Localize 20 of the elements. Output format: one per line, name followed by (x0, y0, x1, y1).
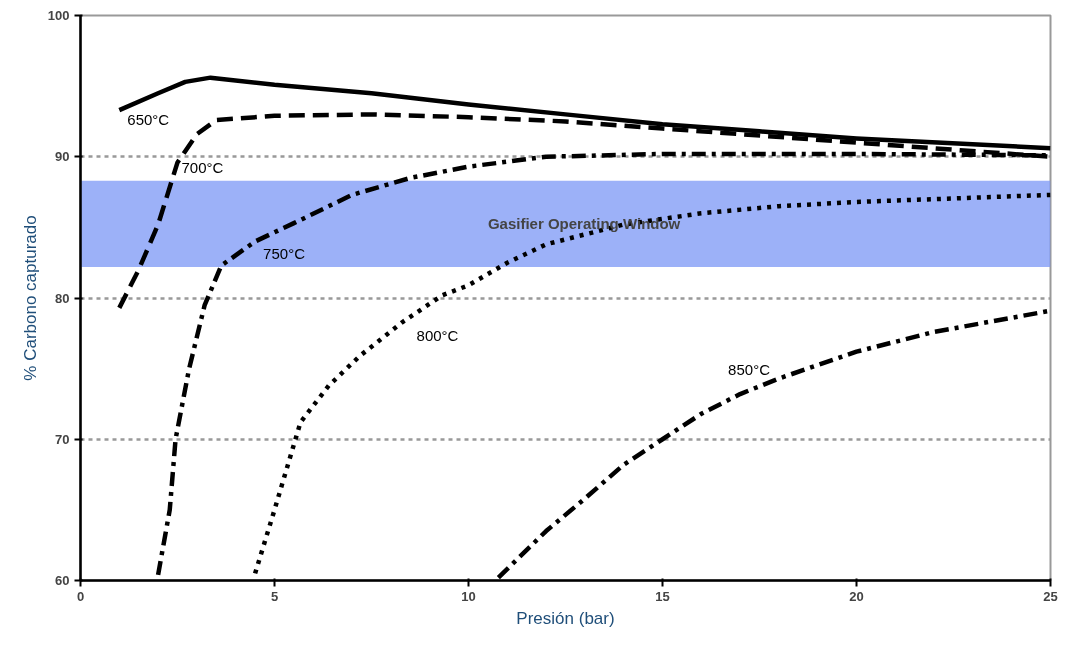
series-label: 850°C (728, 361, 771, 379)
line-series (252, 192, 1051, 576)
band-label: Gasifier Operating Window (487, 215, 681, 233)
x-tick-label: 10 (461, 588, 476, 604)
x-tick-label: 0 (76, 588, 85, 604)
series-label: 700°C (181, 159, 224, 177)
x-tick-label: 25 (1043, 588, 1058, 604)
y-tick-label: 100 (47, 8, 70, 23)
y-tick-label: 90 (55, 149, 70, 165)
series-label: 750°C (263, 244, 306, 262)
y-tick-label: 60 (55, 573, 70, 588)
series-label: 650°C (127, 111, 170, 129)
series-label: 800°C (416, 327, 459, 345)
y-tick-label: 70 (55, 431, 70, 447)
y-axis-title: % Carbono capturado (20, 215, 40, 381)
x-axis-title: Presión (bar) (516, 608, 615, 628)
x-tick-label: 15 (655, 588, 670, 604)
x-tick-label: 20 (849, 588, 864, 604)
x-tick-label: 5 (270, 588, 279, 604)
y-tick-label: 80 (55, 290, 70, 306)
